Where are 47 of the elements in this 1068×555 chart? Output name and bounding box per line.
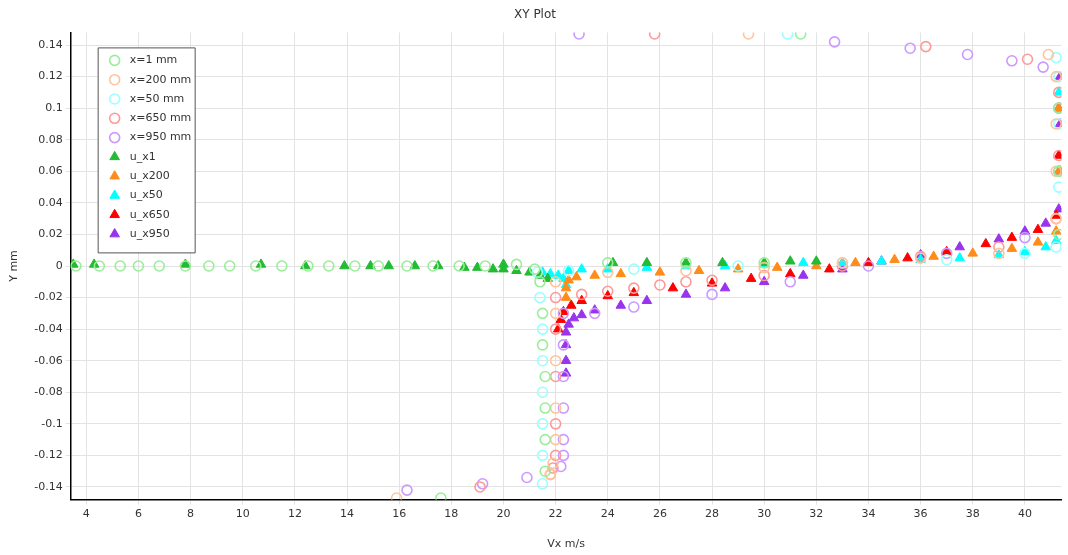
y-tick-label: -0.04 — [34, 321, 63, 335]
x-tick-label: 32 — [809, 507, 824, 521]
legend-label: u_x650 — [129, 207, 170, 221]
x-tick-label: 40 — [1017, 507, 1032, 521]
x-tick-label: 26 — [652, 507, 667, 521]
x-axis-title: Vx m/s — [547, 537, 586, 551]
x-tick-label: 4 — [82, 507, 90, 521]
x-tick-label: 18 — [444, 507, 459, 521]
x-tick-label: 12 — [287, 507, 302, 521]
x-tick-label: 34 — [861, 507, 876, 521]
legend-label: u_x50 — [129, 188, 163, 202]
y-tick-label: 0.02 — [38, 227, 63, 241]
x-tick-label: 38 — [965, 507, 980, 521]
y-tick-label: -0.08 — [34, 385, 63, 399]
y-tick-label: 0.04 — [38, 195, 63, 209]
y-tick-label: 0.12 — [38, 69, 63, 83]
y-tick-label: 0 — [55, 258, 63, 272]
y-tick-label: 0.14 — [38, 37, 63, 51]
y-tick-label: -0.02 — [34, 290, 63, 304]
y-tick-label: 0.1 — [45, 101, 63, 115]
y-axis-title: Y mm — [7, 250, 21, 283]
x-tick-label: 24 — [600, 507, 615, 521]
x-tick-label: 22 — [548, 507, 563, 521]
y-tick-label: -0.1 — [41, 416, 63, 430]
x-tick-label: 16 — [392, 507, 407, 521]
legend-label: x=50 mm — [129, 91, 185, 105]
y-tick-label: 0.08 — [38, 132, 63, 146]
x-tick-label: 20 — [496, 507, 511, 521]
legend-label: u_x200 — [129, 169, 170, 183]
x-tick-label: 6 — [134, 507, 142, 521]
legend-label: x=1 mm — [129, 53, 178, 67]
y-tick-label: 0.06 — [38, 164, 63, 178]
y-tick-label: -0.14 — [34, 479, 63, 493]
x-tick-label: 8 — [187, 507, 195, 521]
legend-label: x=950 mm — [129, 130, 192, 144]
x-tick-label: 28 — [705, 507, 720, 521]
x-tick-label: 36 — [913, 507, 928, 521]
legend-label: u_x1 — [129, 149, 156, 163]
legend-label: x=200 mm — [129, 72, 192, 86]
legend-label: u_x950 — [129, 226, 170, 240]
y-tick-label: -0.06 — [34, 353, 63, 367]
y-tick-label: -0.12 — [34, 448, 63, 462]
x-tick-label: 14 — [340, 507, 355, 521]
x-tick-label: 10 — [235, 507, 250, 521]
x-tick-label: 30 — [757, 507, 772, 521]
legend-label: x=650 mm — [129, 111, 192, 125]
chart-title: XY Plot — [514, 7, 557, 22]
